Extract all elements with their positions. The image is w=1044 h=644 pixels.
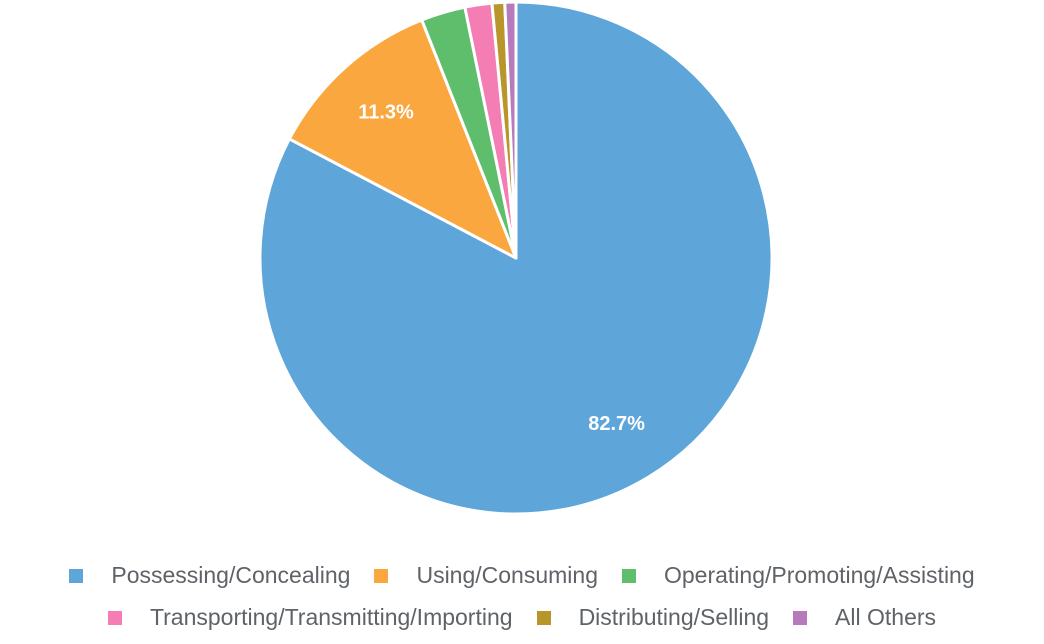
legend-item-operating-promoting-assisting[interactable]: Operating/Promoting/Assisting	[621, 562, 975, 589]
legend-swatch	[107, 610, 122, 625]
slice-data-label: 11.3%	[358, 102, 414, 124]
pie-slice-using-consuming[interactable]	[287, 18, 518, 260]
legend-item-distributing-selling[interactable]: Distributing/Selling	[536, 604, 770, 631]
legend-row-1: Possessing/Concealing Using/Consuming Op…	[0, 562, 1044, 589]
legend-swatch	[69, 568, 84, 583]
legend-item-all-others[interactable]: All Others	[793, 604, 936, 631]
legend-label: Transporting/Transmitting/Importing	[149, 604, 513, 630]
legend-swatch	[793, 610, 808, 625]
legend-label: Possessing/Concealing	[111, 562, 351, 588]
legend-swatch	[621, 568, 636, 583]
legend-label: All Others	[835, 604, 937, 630]
legend-label: Using/Consuming	[416, 562, 598, 588]
legend-label: Operating/Promoting/Assisting	[663, 562, 975, 588]
legend-label: Distributing/Selling	[578, 604, 770, 630]
pie-chart: 82.7% 11.3%	[258, 0, 774, 516]
pie-slice-all-others[interactable]	[503, 0, 518, 260]
legend-swatch	[374, 568, 389, 583]
legend-item-using-consuming[interactable]: Using/Consuming	[374, 562, 598, 589]
legend-item-transporting[interactable]: Transporting/Transmitting/Importing	[107, 604, 513, 631]
legend-row-2: Transporting/Transmitting/Importing Dist…	[0, 604, 1044, 631]
slice-data-label: 82.7%	[588, 413, 645, 435]
legend-item-possessing-concealing[interactable]: Possessing/Concealing	[69, 562, 350, 589]
legend-swatch	[536, 610, 551, 625]
